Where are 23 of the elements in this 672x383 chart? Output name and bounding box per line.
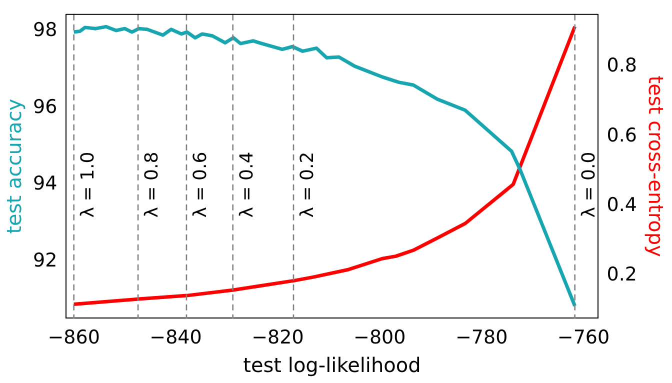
y-tick-label: 98 <box>32 19 58 42</box>
x-tick-label: −840 <box>150 326 202 349</box>
x-axis-title: test log-likelihood <box>243 353 421 378</box>
annotation: λ = 0.6 <box>190 152 212 218</box>
y-tick-label: 92 <box>32 249 58 272</box>
x-tick-label: −780 <box>455 326 508 349</box>
annotation: λ = 0.4 <box>236 152 258 218</box>
y-tick-label: 94 <box>32 172 58 195</box>
y2-tick-label: 0.2 <box>606 264 637 286</box>
x-tick-label: −860 <box>48 326 100 349</box>
annotation: λ = 1.0 <box>77 152 98 218</box>
y2-tick-label: 0.4 <box>606 194 637 216</box>
x-tick-label: −820 <box>252 326 304 349</box>
y-axis-title: test accuracy <box>2 98 26 234</box>
y2-axis-title: test cross-entropy <box>644 76 668 258</box>
annotation: λ = 0.2 <box>297 152 318 218</box>
x-tick-label: −760 <box>557 326 610 349</box>
y2-tick-label: 0.6 <box>606 124 637 146</box>
annotation: λ = 0.8 <box>142 152 163 218</box>
x-tick-label: −800 <box>354 326 406 349</box>
y-tick-label: 96 <box>32 96 58 118</box>
y2-tick-label: 0.8 <box>606 54 637 77</box>
annotation: λ = 0.0 <box>578 152 600 218</box>
